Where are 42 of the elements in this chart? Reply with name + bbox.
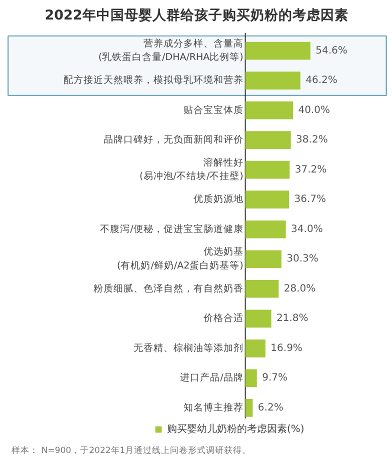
y-tick-label: 优质奶源地: [193, 193, 244, 206]
y-tick-label: 无香精、棕榈油等添加剂: [133, 342, 244, 354]
data-label: 40.0%: [298, 104, 330, 116]
data-label: 34.0%: [291, 224, 323, 235]
y-tick-label: 贴合宝宝体质: [183, 104, 244, 116]
y-tick-label: 溶解性好 (易冲泡/不结块/不挂壁): [140, 156, 244, 182]
text: 样本： N=900，于2022年1月通过线上问卷形式调研获得。: [12, 445, 252, 456]
data-label: 28.0%: [284, 283, 316, 294]
y-tick-label: 粉质细腻、色泽自然，有自然奶香: [93, 282, 244, 294]
data-label: 37.2%: [294, 164, 327, 176]
y-tick-label: 配方接近天然喂养，模拟母乳环境和营养: [63, 74, 244, 86]
bar: [245, 190, 290, 209]
bar: [245, 310, 272, 328]
y-tick-label: 优选奶基 (有机奶/鲜奶/A2蛋白奶基等): [117, 246, 244, 272]
data-label: 38.2%: [296, 134, 328, 146]
data-label: 36.7%: [294, 194, 326, 206]
bar: [245, 72, 300, 90]
y-tick-label: 不腹泻/便秘，促进宝宝肠道健康: [100, 222, 244, 235]
bar: [245, 250, 282, 268]
y-tick-label: 价格合适: [202, 312, 244, 324]
y-tick-label: 进口产品/品牌: [180, 372, 244, 384]
data-label: 21.8%: [276, 313, 308, 324]
data-label: 54.6%: [316, 45, 348, 56]
data-label: 16.9%: [270, 342, 302, 354]
bar: [245, 160, 290, 179]
bar: [245, 131, 291, 150]
bar: [245, 42, 310, 60]
data-label: 30.3%: [286, 254, 318, 265]
y-tick-label: 营养成分多样、含量高 (乳铁蛋白含量/DHA/RHA比例等): [98, 37, 244, 64]
data-label: 6.2%: [258, 402, 284, 414]
y-tick-label: 知名博主推荐: [183, 401, 244, 414]
legend-label: 购买婴幼儿奶粉的考虑因素(%): [167, 422, 304, 436]
chart-title: 2022年中国母婴人群给孩子购买奶粉的考虑因素: [44, 6, 348, 24]
bar: [245, 398, 253, 417]
bar: [245, 280, 279, 298]
bar: [245, 339, 266, 358]
bar: [245, 220, 286, 238]
data-label: 9.7%: [262, 372, 288, 384]
y-tick-label: 品牌口碑好，无负面新闻和评价: [103, 134, 244, 146]
data-label: 46.2%: [306, 75, 338, 86]
bar: [245, 101, 293, 120]
bar: [245, 369, 257, 388]
